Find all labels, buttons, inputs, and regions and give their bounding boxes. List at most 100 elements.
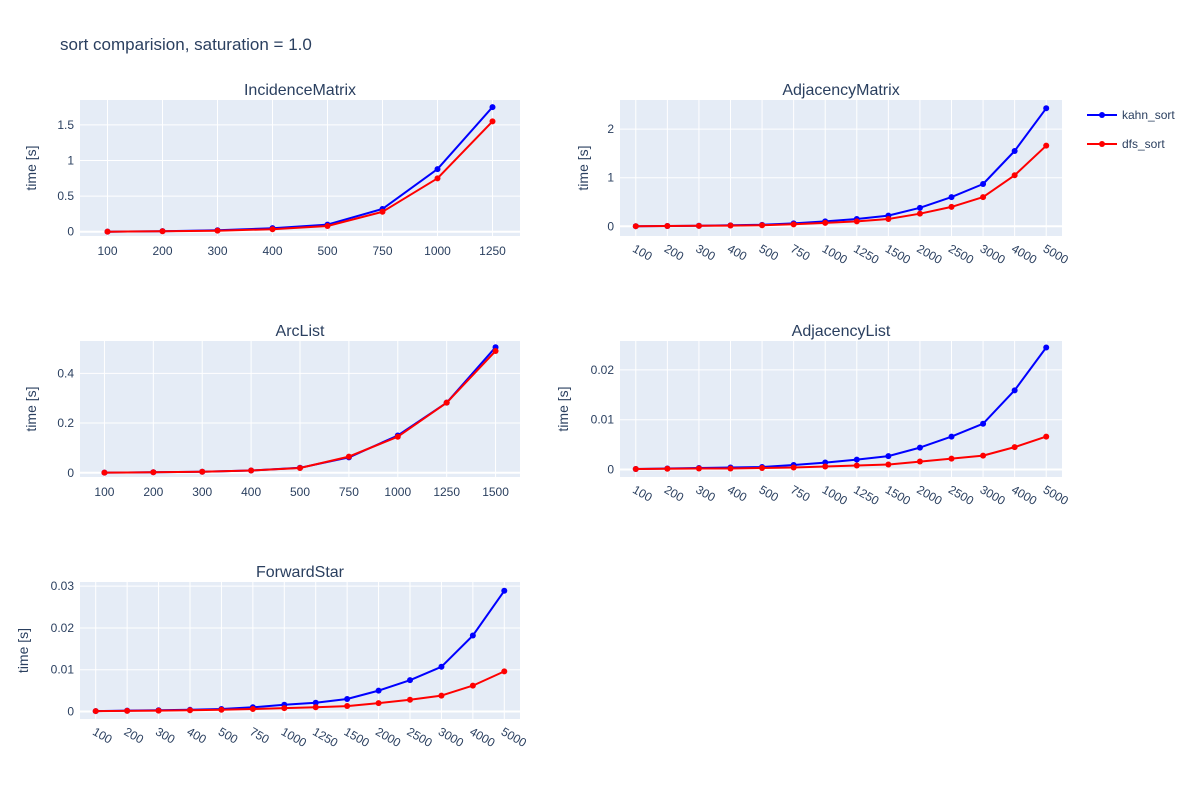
data-point: [948, 194, 955, 201]
subplot-title: IncidenceMatrix: [244, 82, 356, 99]
y-axis-label: time [s]: [23, 386, 39, 431]
data-point: [248, 467, 255, 474]
series-dfs-sort: [92, 668, 508, 715]
series-line: [635, 144, 1047, 228]
data-point: [438, 663, 445, 670]
data-point: [375, 687, 382, 694]
legend-label: dfs_sort: [1122, 137, 1165, 151]
data-point: [312, 699, 319, 706]
x-tick-label: 750: [339, 485, 359, 499]
data-point: [124, 707, 131, 714]
subplot-incidencematrix: IncidenceMatrix 0 0.5 1 1.5 100 200 300 400 500 75…: [23, 82, 520, 258]
x-tick-label: 300: [207, 244, 227, 258]
y-tick-label: 0: [67, 704, 74, 718]
data-point: [822, 463, 829, 470]
data-point: [790, 221, 797, 228]
x-tick-label: 200: [152, 244, 172, 258]
data-point: [916, 444, 923, 451]
data-point: [394, 433, 401, 440]
y-tick-label: 0.02: [591, 363, 615, 377]
y-tick-label: 1: [67, 154, 74, 168]
y-tick-label: 1.5: [57, 118, 74, 132]
data-point: [1043, 142, 1050, 149]
data-point: [269, 226, 276, 233]
data-point: [980, 452, 987, 459]
data-point: [218, 706, 225, 713]
data-point: [1011, 148, 1018, 154]
legend-item-dfs-sort[interactable]: dfs_sort: [1087, 137, 1165, 151]
data-point: [664, 223, 671, 230]
figure-title: sort comparision, saturation = 1.0: [60, 35, 312, 54]
y-axis-label: time [s]: [15, 628, 31, 673]
data-point: [489, 104, 496, 111]
data-point: [1043, 105, 1050, 112]
x-tick-label: 300: [192, 485, 212, 499]
x-tick-label: 500: [317, 244, 337, 258]
y-tick-label: 0.2: [57, 416, 74, 430]
data-point: [407, 677, 413, 684]
data-point: [489, 118, 496, 125]
data-point: [501, 587, 508, 594]
series-dfs-sort: [632, 142, 1050, 230]
data-point: [853, 218, 860, 225]
data-point: [407, 696, 413, 703]
data-point: [345, 453, 352, 460]
data-point: [155, 707, 162, 714]
data-point: [1011, 172, 1018, 179]
series-line: [95, 670, 505, 713]
y-tick-label: 0.5: [57, 189, 74, 203]
legend-marker-swatch: [1099, 112, 1105, 118]
x-tick-label: 1250: [479, 244, 506, 258]
x-tick-label: 400: [262, 244, 282, 258]
data-point: [469, 682, 476, 689]
y-tick-label: 2: [607, 122, 614, 136]
data-point: [199, 468, 206, 475]
data-point: [104, 228, 111, 235]
x-tick-label: 1500: [482, 485, 509, 499]
legend-label: kahn_sort: [1122, 108, 1175, 122]
data-point: [916, 204, 923, 211]
data-point: [632, 223, 639, 230]
data-point: [344, 695, 351, 702]
data-point: [916, 210, 923, 217]
data-point: [1043, 433, 1050, 440]
subplot-title: AdjacencyMatrix: [782, 82, 899, 99]
y-tick-label: 0.4: [57, 366, 74, 380]
data-point: [344, 703, 351, 710]
data-point: [853, 462, 860, 469]
series-dfs-sort: [101, 347, 499, 476]
y-tick-label: 0: [67, 225, 74, 239]
subplot-arclist: ArcList 0 0.2 0.4 100 200 300 400 500 750 1000 1250…: [23, 323, 520, 499]
data-point: [980, 420, 987, 427]
data-point: [664, 465, 671, 472]
data-point: [1043, 344, 1050, 351]
y-tick-label: 0.03: [51, 579, 75, 593]
data-point: [324, 223, 331, 230]
y-tick-label: 0.01: [51, 663, 75, 677]
data-point: [885, 461, 892, 468]
data-point: [214, 227, 221, 234]
data-point: [312, 704, 319, 711]
x-tick-label: 750: [372, 244, 392, 258]
data-point: [434, 175, 441, 182]
data-point: [790, 464, 797, 471]
data-point: [695, 222, 702, 229]
data-point: [759, 222, 766, 229]
data-point: [438, 692, 445, 699]
data-point: [187, 707, 193, 714]
plot-area: [620, 100, 1062, 236]
data-point: [980, 194, 987, 201]
data-point: [948, 203, 955, 210]
data-point: [1011, 444, 1018, 451]
legend-item-kahn-sort[interactable]: kahn_sort: [1087, 108, 1175, 122]
data-point: [150, 469, 157, 476]
series-dfs-sort: [104, 118, 496, 235]
subplot-title: ArcList: [276, 323, 325, 340]
legend-marker-swatch: [1099, 141, 1105, 147]
data-point: [822, 219, 829, 226]
data-point: [632, 466, 639, 473]
data-point: [695, 465, 702, 472]
data-point: [249, 705, 256, 712]
